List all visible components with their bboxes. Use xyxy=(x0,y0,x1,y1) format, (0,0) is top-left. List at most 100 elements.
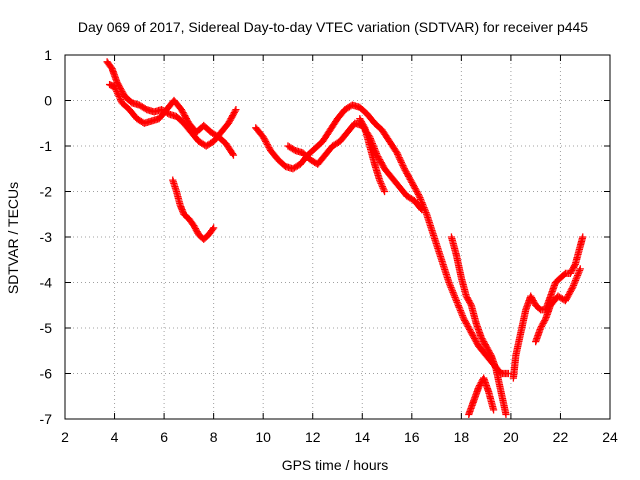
x-tick-labels: 2 4 6 8 10 12 14 16 18 20 22 24 xyxy=(61,429,618,445)
data-point xyxy=(452,295,460,303)
data-point xyxy=(502,410,510,419)
y-tick-label: -7 xyxy=(40,411,53,427)
y-axis-label: SDTVAR / TECUs xyxy=(5,182,21,294)
data-point xyxy=(458,311,467,320)
data-point xyxy=(110,83,119,91)
data-point xyxy=(378,183,387,191)
data-point xyxy=(360,122,368,130)
data-point xyxy=(115,92,123,101)
data-point xyxy=(398,160,406,168)
data-point xyxy=(113,88,121,96)
data-point xyxy=(116,95,125,104)
data-point xyxy=(448,287,456,295)
data-point xyxy=(397,158,406,166)
series-track-g xyxy=(447,233,510,419)
data-point xyxy=(575,268,583,276)
data-point xyxy=(447,283,455,292)
data-point xyxy=(417,204,425,212)
data-point xyxy=(466,300,475,308)
series-track-j xyxy=(532,265,584,346)
series-track-d xyxy=(252,101,513,378)
x-tick-label: 22 xyxy=(553,429,569,445)
data-point xyxy=(452,297,461,305)
x-tick-label: 4 xyxy=(111,429,119,445)
chart-title: Day 069 of 2017, Sidereal Day-to-day VTE… xyxy=(78,19,588,35)
data-point xyxy=(571,276,580,285)
x-tick-label: 18 xyxy=(454,429,470,445)
data-point xyxy=(416,194,424,202)
x-tick-label: 6 xyxy=(160,429,168,445)
x-tick-label: 20 xyxy=(503,429,519,445)
data-point xyxy=(380,186,388,194)
data-point xyxy=(372,149,381,158)
y-tick-label: -2 xyxy=(40,184,53,200)
x-tick-label: 16 xyxy=(404,429,420,445)
data-point xyxy=(569,281,578,289)
data-point xyxy=(111,84,119,93)
data-point xyxy=(417,195,425,203)
data-point xyxy=(112,86,120,94)
data-point xyxy=(377,179,385,187)
data-point xyxy=(422,208,430,217)
data-point xyxy=(570,262,579,270)
data-point xyxy=(397,157,405,165)
data-point xyxy=(489,406,498,414)
data-point xyxy=(579,233,587,241)
x-tick-label: 14 xyxy=(354,429,370,445)
data-point xyxy=(504,369,513,378)
x-tick-label: 2 xyxy=(61,429,69,445)
series-track-b xyxy=(105,80,238,159)
data-point xyxy=(376,178,384,186)
data-point xyxy=(446,282,454,290)
data-point xyxy=(116,94,124,102)
data-point xyxy=(449,288,457,297)
data-point xyxy=(210,224,218,232)
data-point xyxy=(575,266,584,275)
data-point xyxy=(371,146,379,154)
y-tick-label: -4 xyxy=(40,275,53,291)
data-point xyxy=(574,270,582,278)
y-tick-label: -6 xyxy=(40,366,53,382)
data-point xyxy=(418,206,426,214)
x-tick-label: 12 xyxy=(305,429,321,445)
y-tick-label: 1 xyxy=(44,47,52,63)
plot-frame xyxy=(64,54,611,420)
data-point xyxy=(379,184,387,192)
data-point xyxy=(572,275,580,283)
data-point xyxy=(458,310,466,318)
series-track-i xyxy=(509,233,587,382)
data-point xyxy=(378,181,386,189)
y-tick-label: 0 xyxy=(44,93,52,109)
data-point xyxy=(459,313,467,321)
y-tick-label: -5 xyxy=(40,320,53,336)
data-point xyxy=(454,302,463,310)
data-point xyxy=(113,89,122,97)
data-point xyxy=(455,303,463,311)
data-point xyxy=(209,225,217,233)
data-point xyxy=(457,308,465,316)
data-point xyxy=(114,91,122,99)
y-tick-label: -1 xyxy=(40,138,53,154)
data-point xyxy=(393,149,401,157)
data-point xyxy=(399,161,407,170)
data-point xyxy=(421,207,429,215)
x-tick-label: 24 xyxy=(602,429,618,445)
data-point xyxy=(456,305,464,313)
data-point xyxy=(450,290,458,298)
data-point xyxy=(576,265,584,273)
data-point xyxy=(448,285,456,293)
series-track-c xyxy=(169,176,218,243)
data-point xyxy=(568,284,576,293)
data-point xyxy=(414,190,423,199)
data-point xyxy=(451,293,459,301)
data-point xyxy=(571,278,579,286)
data-point xyxy=(395,154,403,162)
data-point xyxy=(400,163,408,171)
data-point xyxy=(450,292,458,300)
y-tick-label: -3 xyxy=(40,229,53,245)
data-point xyxy=(228,150,237,158)
x-axis-label: GPS time / hours xyxy=(282,457,389,473)
data-point xyxy=(453,298,461,306)
data-point xyxy=(415,192,423,200)
